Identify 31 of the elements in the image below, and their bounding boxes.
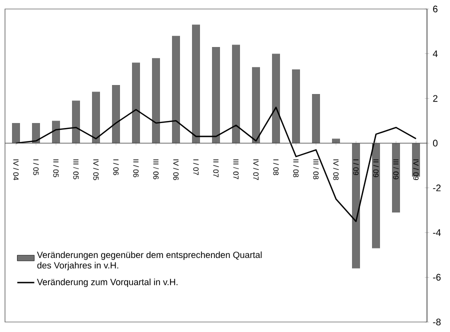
bar xyxy=(112,85,120,144)
legend-label: Veränderungen gegenüber dem entsprechenden Quartal des Vorjahres in v.H. xyxy=(36,251,262,270)
y-tick-label: 4 xyxy=(432,50,438,57)
bar xyxy=(392,143,400,212)
bar xyxy=(192,24,200,144)
bar xyxy=(272,54,280,144)
y-tick-label: 2 xyxy=(433,95,438,102)
y-tick-label: -8 xyxy=(433,318,441,326)
y-tick-label: -6 xyxy=(433,274,441,281)
bar xyxy=(152,58,160,144)
bar xyxy=(72,100,80,144)
bar xyxy=(292,69,300,144)
bar xyxy=(132,62,140,144)
y-tick-label: -4 xyxy=(433,229,441,236)
bar xyxy=(352,143,360,268)
bar xyxy=(312,94,320,144)
bar xyxy=(92,92,100,144)
bar xyxy=(332,138,340,144)
legend-label: Veränderung zum Vorquartal in v.H. xyxy=(36,278,178,287)
line-series xyxy=(15,106,417,222)
y-tick-label: -2 xyxy=(433,184,441,192)
y-tick-label: 6 xyxy=(433,6,438,12)
bar xyxy=(32,123,40,144)
bar xyxy=(172,36,180,144)
bar xyxy=(12,123,20,144)
bar xyxy=(372,143,380,248)
bar xyxy=(232,44,240,144)
bar xyxy=(52,120,60,144)
y-tick-label: 0 xyxy=(433,140,438,146)
bar xyxy=(252,67,260,144)
bar xyxy=(212,47,220,144)
